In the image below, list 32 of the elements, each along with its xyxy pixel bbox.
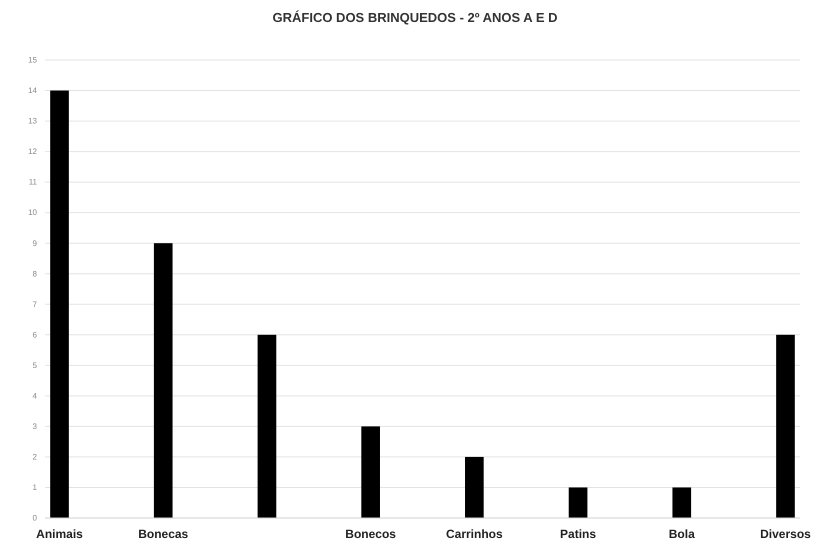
x-tick-label: Animais: [36, 527, 84, 541]
y-tick-label: 1: [32, 483, 38, 492]
y-tick-label: 5: [32, 360, 38, 370]
bar: [568, 487, 588, 518]
y-tick-label: 11: [28, 178, 38, 187]
y-tick-label: 12: [28, 147, 38, 156]
bar: [258, 334, 276, 518]
y-tick-label: 10: [28, 208, 38, 218]
y-tick-label: 2: [32, 452, 38, 462]
x-tick-label: Patins: [560, 527, 596, 541]
y-tick-label: 14: [28, 86, 38, 96]
y-tick-label: 6: [32, 330, 38, 340]
bar: [154, 243, 173, 518]
x-tick-label: Bonecas: [138, 527, 189, 541]
bar: [465, 456, 484, 518]
y-tick-label: 0: [32, 514, 38, 523]
bar: [776, 334, 795, 518]
chart-title: GRÁFICO DOS BRINQUEDOS - 2º ANOS A E D: [272, 10, 558, 25]
x-tick-label: Diversos: [760, 527, 812, 541]
bar: [361, 426, 380, 518]
x-tick-label: Bola: [668, 527, 696, 541]
x-tick-label: Carrinhos: [446, 527, 504, 541]
y-tick-label: 8: [32, 269, 38, 278]
x-tick-label: Bonecos: [345, 527, 396, 541]
y-tick-label: 9: [32, 238, 38, 248]
y-tick-label: 13: [28, 116, 38, 126]
y-tick-label: 3: [32, 422, 38, 431]
y-tick-label: 7: [32, 300, 38, 309]
y-tick-label: 4: [32, 391, 38, 400]
bar: [672, 487, 692, 518]
y-tick-label: 15: [28, 56, 38, 65]
bar: [50, 90, 69, 518]
